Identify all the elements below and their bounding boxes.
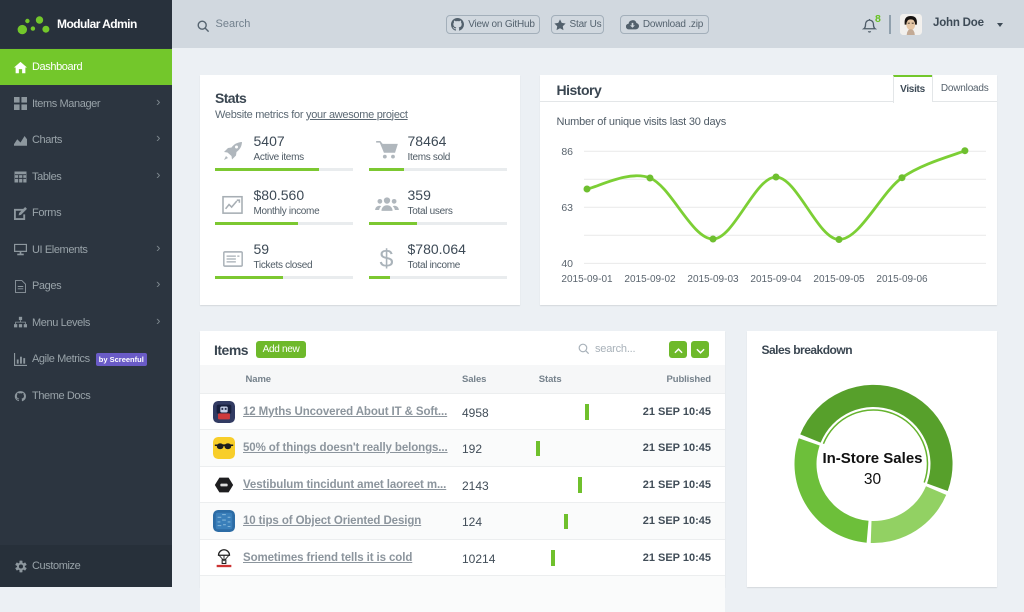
svg-text:86: 86 xyxy=(561,146,573,158)
svg-text:2015-09-03: 2015-09-03 xyxy=(687,274,739,285)
svg-text:2015-09-05: 2015-09-05 xyxy=(813,274,865,285)
svg-text:2015-09-01: 2015-09-01 xyxy=(561,274,613,285)
svg-text:2015-09-04: 2015-09-04 xyxy=(750,274,802,285)
svg-text:2015-09-06: 2015-09-06 xyxy=(876,274,928,285)
svg-text:40: 40 xyxy=(561,258,573,270)
svg-text:2015-09-02: 2015-09-02 xyxy=(624,274,676,285)
svg-text:63: 63 xyxy=(561,202,573,214)
